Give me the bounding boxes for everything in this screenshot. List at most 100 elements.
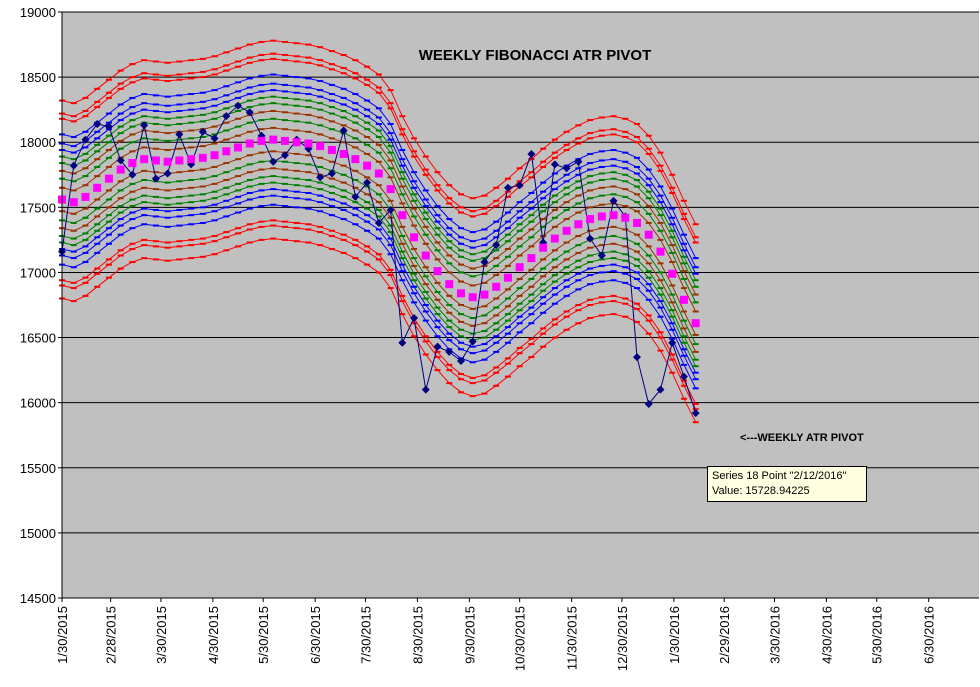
price-point: [363, 178, 372, 187]
price-point: [679, 372, 688, 381]
pivot-point: [503, 273, 512, 282]
y-axis: 19000 18500 18000 17500 17000 16500 16000 15500…: [20, 5, 63, 606]
pivot-point: [586, 215, 595, 224]
x-tick-label: 3/30/2016: [767, 606, 782, 664]
pivot-point: [222, 147, 231, 156]
price-point: [175, 130, 184, 139]
pivot-point: [316, 142, 325, 151]
y-tick-label: 16000: [20, 396, 56, 411]
price-point: [527, 149, 536, 158]
price-point: [69, 161, 78, 170]
x-tick-label: 1/30/2015: [55, 606, 70, 664]
pivot-series: [58, 135, 700, 328]
price-point: [339, 126, 348, 135]
price-point: [410, 314, 419, 323]
data-tooltip: Series 18 Point "2/12/2016" Value: 15728…: [707, 466, 867, 502]
y-tick-label: 18500: [20, 70, 56, 85]
pivot-point: [351, 155, 360, 164]
price-point: [151, 174, 160, 183]
pivot-point: [456, 289, 465, 298]
y-tick-label: 17000: [20, 265, 56, 280]
pivot-point: [104, 174, 113, 183]
y-tick-label: 17500: [20, 200, 56, 215]
price-point: [480, 258, 489, 267]
pivot-point: [327, 146, 336, 155]
pivot-point: [445, 280, 454, 289]
price-point: [374, 218, 383, 227]
pivot-point: [339, 149, 348, 158]
pivot-point: [410, 233, 419, 242]
price-point: [245, 108, 254, 117]
pivot-point: [539, 243, 548, 252]
y-tick-label: 15500: [20, 461, 56, 476]
pivot-point: [433, 267, 442, 276]
tooltip-series-point: Series 18 Point "2/12/2016": [712, 470, 847, 482]
price-point: [222, 112, 231, 121]
pivot-point: [93, 183, 102, 192]
x-tick-label: 4/30/2016: [819, 606, 834, 664]
price-point: [445, 347, 454, 356]
price-point: [93, 119, 102, 128]
pivot-point: [398, 211, 407, 220]
x-tick-label: 7/30/2015: [358, 606, 373, 664]
pivot-point: [187, 155, 196, 164]
price-point: [586, 234, 595, 243]
price-point: [668, 338, 677, 347]
x-axis: 1/30/2015 2/28/2015 3/30/2015 4/30/2015 5/30…: [55, 597, 979, 671]
price-point: [140, 121, 149, 130]
price-point: [633, 353, 642, 362]
atr-band-lines: [59, 39, 699, 424]
pivot-point: [175, 156, 184, 165]
pivot-point: [679, 295, 688, 304]
price-point: [656, 385, 665, 394]
pivot-point: [691, 319, 700, 328]
pivot-point: [668, 269, 677, 278]
pivot-point: [81, 192, 90, 201]
pivot-point: [69, 198, 78, 207]
pivot-point: [656, 247, 665, 256]
pivot-point: [128, 159, 137, 168]
price-point: [503, 183, 512, 192]
plot-area: [62, 12, 979, 598]
pivot-point: [492, 282, 501, 291]
price-point: [433, 342, 442, 351]
price-point: [550, 160, 559, 169]
x-tick-label: 2/29/2016: [717, 606, 732, 664]
x-tick-label: 5/30/2016: [870, 606, 885, 664]
price-point: [210, 134, 219, 143]
price-point: [386, 205, 395, 214]
pivot-point: [363, 161, 372, 170]
price-point: [468, 337, 477, 346]
price-point: [81, 135, 90, 144]
pivot-point: [269, 135, 278, 144]
x-tick-label: 8/30/2015: [410, 606, 425, 664]
pivot-point: [374, 169, 383, 178]
pivot-point: [609, 211, 618, 220]
x-tick-label: 4/30/2015: [206, 606, 221, 664]
price-point: [269, 157, 278, 166]
price-point: [644, 399, 653, 408]
x-tick-label: 6/30/2015: [308, 606, 323, 664]
x-tick-label: 6/30/2016: [922, 606, 937, 664]
price-point: [116, 156, 125, 165]
pivot-point: [292, 138, 301, 147]
x-tick-label: 9/30/2015: [462, 606, 477, 664]
pivot-point: [304, 139, 313, 148]
x-tick-label: 5/30/2015: [256, 606, 271, 664]
pivot-point: [257, 136, 266, 145]
x-tick-label: 10/30/2015: [513, 606, 528, 671]
pivot-point: [644, 230, 653, 239]
price-point: [609, 196, 618, 205]
pivot-point: [468, 293, 477, 302]
price-point: [128, 170, 137, 179]
tooltip-value: Value: 15728.94225: [712, 485, 810, 497]
price-point: [234, 101, 243, 110]
price-point: [597, 251, 606, 260]
pivot-point: [633, 218, 642, 227]
price-point: [351, 192, 360, 201]
price-point: [163, 169, 172, 178]
pivot-point: [574, 220, 583, 229]
price-point: [456, 356, 465, 365]
price-point: [492, 241, 501, 250]
